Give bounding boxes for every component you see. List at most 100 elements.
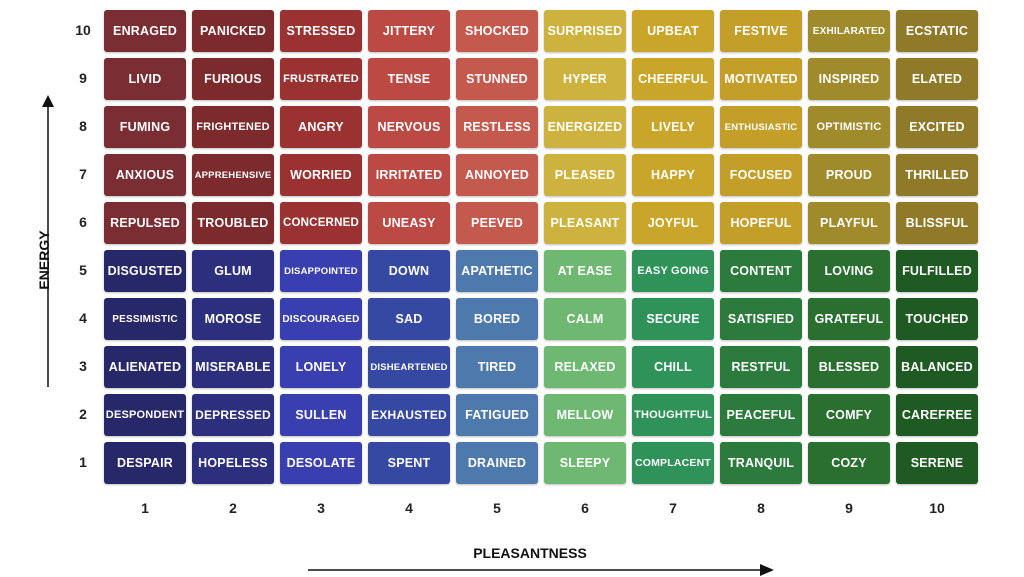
emotion-cell[interactable]: TROUBLED [192,202,274,244]
emotion-cell[interactable]: DISAPPOINTED [280,250,362,292]
emotion-cell[interactable]: GRATEFUL [808,298,890,340]
emotion-cell[interactable]: LIVELY [632,106,714,148]
emotion-cell[interactable]: DOWN [368,250,450,292]
emotion-cell[interactable]: DESPONDENT [104,394,186,436]
emotion-cell[interactable]: COZY [808,442,890,484]
emotion-cell[interactable]: ANNOYED [456,154,538,196]
emotion-cell[interactable]: TIRED [456,346,538,388]
emotion-cell[interactable]: CHEERFUL [632,58,714,100]
emotion-cell[interactable]: SULLEN [280,394,362,436]
emotion-cell[interactable]: MOTIVATED [720,58,802,100]
emotion-cell[interactable]: STRESSED [280,10,362,52]
emotion-cell[interactable]: THRILLED [896,154,978,196]
emotion-cell[interactable]: PEEVED [456,202,538,244]
emotion-cell[interactable]: UPBEAT [632,10,714,52]
emotion-cell[interactable]: SATISFIED [720,298,802,340]
emotion-cell[interactable]: IRRITATED [368,154,450,196]
emotion-cell[interactable]: STUNNED [456,58,538,100]
emotion-cell[interactable]: SLEEPY [544,442,626,484]
emotion-cell[interactable]: PEACEFUL [720,394,802,436]
emotion-cell[interactable]: SHOCKED [456,10,538,52]
emotion-cell[interactable]: MISERABLE [192,346,274,388]
emotion-cell[interactable]: WORRIED [280,154,362,196]
emotion-cell[interactable]: ELATED [896,58,978,100]
emotion-cell[interactable]: LONELY [280,346,362,388]
emotion-cell[interactable]: COMPLACENT [632,442,714,484]
emotion-cell[interactable]: THOUGHTFUL [632,394,714,436]
emotion-cell[interactable]: APPREHENSIVE [192,154,274,196]
emotion-cell[interactable]: BLISSFUL [896,202,978,244]
emotion-cell[interactable]: ENERGIZED [544,106,626,148]
emotion-cell[interactable]: SERENE [896,442,978,484]
emotion-cell[interactable]: CONTENT [720,250,802,292]
emotion-cell[interactable]: PANICKED [192,10,274,52]
emotion-cell[interactable]: CONCERNED [280,202,362,244]
emotion-cell[interactable]: DISGUSTED [104,250,186,292]
emotion-cell[interactable]: BALANCED [896,346,978,388]
emotion-cell[interactable]: JOYFUL [632,202,714,244]
emotion-cell[interactable]: HAPPY [632,154,714,196]
emotion-cell[interactable]: RESTLESS [456,106,538,148]
emotion-cell[interactable]: LOVING [808,250,890,292]
emotion-cell[interactable]: ENTHUSIASTIC [720,106,802,148]
emotion-cell[interactable]: NERVOUS [368,106,450,148]
emotion-cell[interactable]: HYPER [544,58,626,100]
emotion-cell[interactable]: FESTIVE [720,10,802,52]
emotion-cell[interactable]: SAD [368,298,450,340]
emotion-cell[interactable]: OPTIMISTIC [808,106,890,148]
emotion-cell[interactable]: RESTFUL [720,346,802,388]
emotion-cell[interactable]: DISHEARTENED [368,346,450,388]
emotion-cell[interactable]: BORED [456,298,538,340]
emotion-cell[interactable]: ANXIOUS [104,154,186,196]
emotion-cell[interactable]: MOROSE [192,298,274,340]
emotion-cell[interactable]: FRIGHTENED [192,106,274,148]
emotion-cell[interactable]: MELLOW [544,394,626,436]
emotion-cell[interactable]: TENSE [368,58,450,100]
emotion-cell[interactable]: PLAYFUL [808,202,890,244]
emotion-cell[interactable]: EXHILARATED [808,10,890,52]
emotion-cell[interactable]: INSPIRED [808,58,890,100]
emotion-cell[interactable]: TOUCHED [896,298,978,340]
emotion-cell[interactable]: COMFY [808,394,890,436]
emotion-cell[interactable]: EASY GOING [632,250,714,292]
emotion-cell[interactable]: UNEASY [368,202,450,244]
emotion-cell[interactable]: HOPEFUL [720,202,802,244]
emotion-cell[interactable]: SURPRISED [544,10,626,52]
emotion-cell[interactable]: DISCOURAGED [280,298,362,340]
emotion-cell[interactable]: JITTERY [368,10,450,52]
emotion-cell[interactable]: GLUM [192,250,274,292]
emotion-cell[interactable]: APATHETIC [456,250,538,292]
emotion-cell[interactable]: FATIGUED [456,394,538,436]
emotion-cell[interactable]: DESOLATE [280,442,362,484]
emotion-cell[interactable]: FULFILLED [896,250,978,292]
emotion-cell[interactable]: ANGRY [280,106,362,148]
emotion-cell[interactable]: DRAINED [456,442,538,484]
emotion-cell[interactable]: ECSTATIC [896,10,978,52]
emotion-cell[interactable]: SPENT [368,442,450,484]
emotion-cell[interactable]: DEPRESSED [192,394,274,436]
emotion-cell[interactable]: RELAXED [544,346,626,388]
emotion-cell[interactable]: BLESSED [808,346,890,388]
emotion-cell[interactable]: ENRAGED [104,10,186,52]
emotion-cell[interactable]: FOCUSED [720,154,802,196]
emotion-cell[interactable]: CHILL [632,346,714,388]
emotion-cell[interactable]: HOPELESS [192,442,274,484]
emotion-cell[interactable]: LIVID [104,58,186,100]
emotion-cell[interactable]: CAREFREE [896,394,978,436]
emotion-cell[interactable]: FUMING [104,106,186,148]
emotion-cell[interactable]: SECURE [632,298,714,340]
emotion-cell[interactable]: DESPAIR [104,442,186,484]
emotion-cell[interactable]: REPULSED [104,202,186,244]
emotion-cell[interactable]: PROUD [808,154,890,196]
emotion-cell[interactable]: AT EASE [544,250,626,292]
emotion-cell[interactable]: CALM [544,298,626,340]
emotion-cell[interactable]: PLEASANT [544,202,626,244]
emotion-cell[interactable]: ALIENATED [104,346,186,388]
emotion-cell[interactable]: PESSIMISTIC [104,298,186,340]
emotion-cell[interactable]: FURIOUS [192,58,274,100]
emotion-cell[interactable]: FRUSTRATED [280,58,362,100]
emotion-cell[interactable]: EXCITED [896,106,978,148]
emotion-cell[interactable]: EXHAUSTED [368,394,450,436]
emotion-cell[interactable]: PLEASED [544,154,626,196]
emotion-cell[interactable]: TRANQUIL [720,442,802,484]
